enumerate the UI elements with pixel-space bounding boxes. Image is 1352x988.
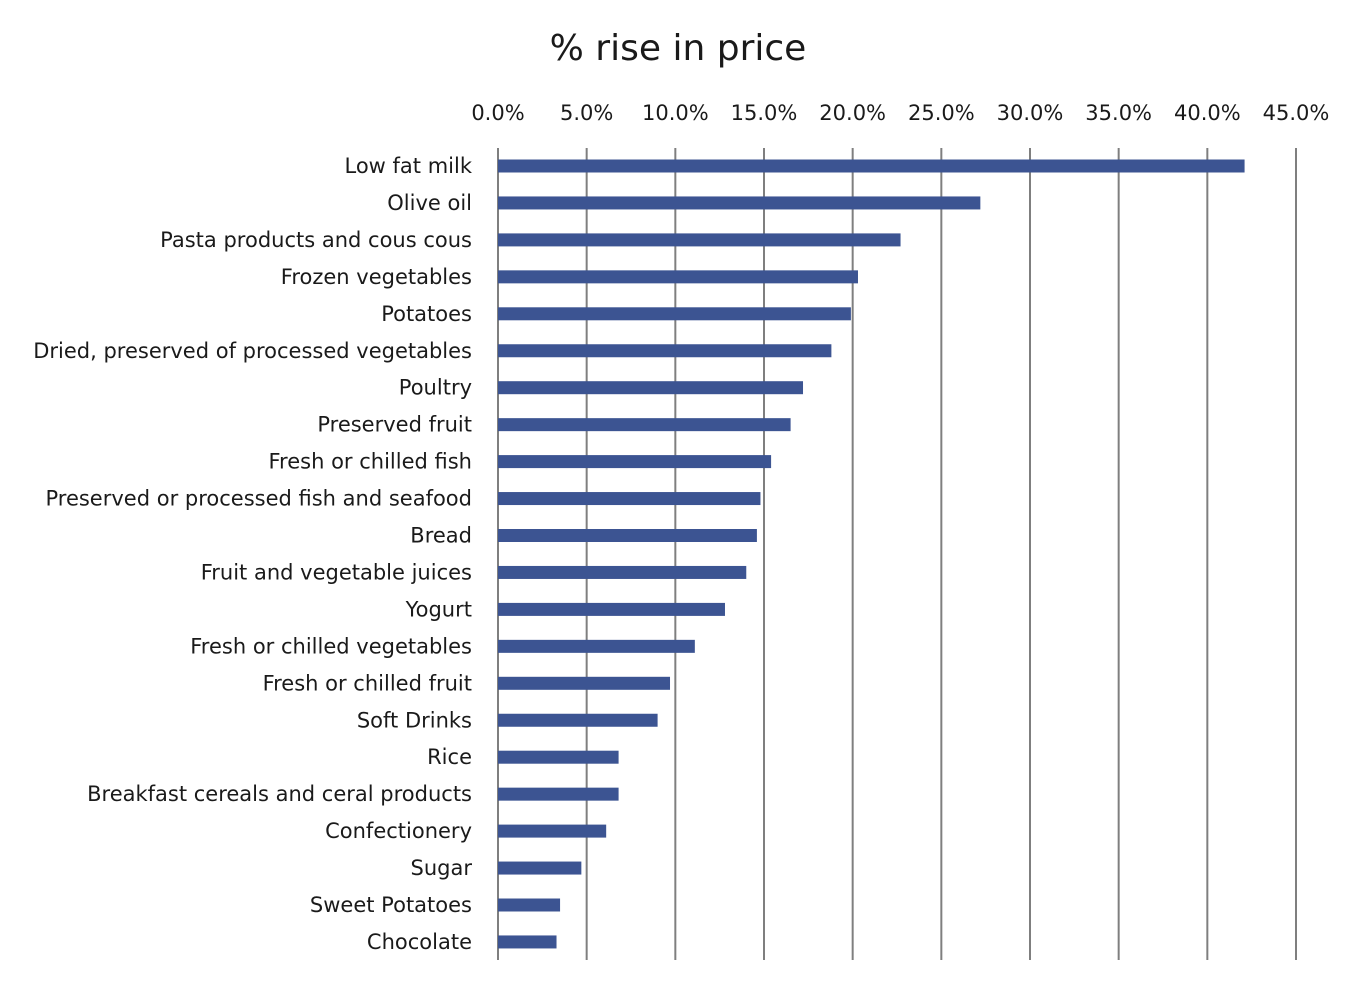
bars xyxy=(498,159,1245,949)
category-label: Potatoes xyxy=(381,302,472,326)
bar xyxy=(498,861,582,875)
bar xyxy=(498,898,561,912)
category-label: Sweet Potatoes xyxy=(310,893,472,917)
bar xyxy=(498,307,851,321)
bar xyxy=(498,381,804,395)
category-label: Chocolate xyxy=(367,930,472,954)
category-label: Confectionery xyxy=(325,819,472,843)
x-tick-label: 20.0% xyxy=(819,101,886,125)
bar xyxy=(498,455,772,469)
category-label: Low fat milk xyxy=(345,154,473,178)
bar xyxy=(498,639,695,653)
category-labels: Low fat milk Olive oil Pasta products and … xyxy=(33,154,473,954)
category-label: Bread xyxy=(410,524,472,548)
category-label: Rice xyxy=(427,745,472,769)
x-tick-label: 30.0% xyxy=(997,101,1064,125)
bar xyxy=(498,529,757,542)
bar xyxy=(498,344,832,358)
bar xyxy=(498,233,901,247)
bar xyxy=(498,196,981,210)
bar xyxy=(498,492,761,506)
bar xyxy=(498,418,791,432)
x-tick-label: 5.0% xyxy=(560,101,613,125)
category-label: Olive oil xyxy=(387,191,472,215)
x-axis-ticks: 0.0% 5.0% 10.0% 15.0% 20.0% 25.0% 30.0% 35.0% 40… xyxy=(471,101,1329,125)
category-label: Preserved or processed fish and seafood xyxy=(45,487,472,511)
category-label: Dried, preserved of processed vegetables xyxy=(33,339,472,363)
chart-title: % rise in price xyxy=(550,28,807,69)
bar xyxy=(498,824,607,838)
x-tick-label: 15.0% xyxy=(731,101,798,125)
category-label: Breakfast cereals and ceral products xyxy=(87,782,472,806)
bar xyxy=(498,565,747,579)
category-label: Frozen vegetables xyxy=(281,265,472,289)
gridlines xyxy=(497,148,1297,960)
category-label: Fresh or chilled vegetables xyxy=(190,634,472,658)
bar xyxy=(498,676,671,690)
category-label: Fresh or chilled fruit xyxy=(263,671,472,695)
category-label: Fresh or chilled fish xyxy=(269,450,473,474)
bar xyxy=(498,787,619,801)
bar xyxy=(498,750,619,764)
bar xyxy=(498,935,557,949)
x-tick-label: 35.0% xyxy=(1085,101,1152,125)
bar xyxy=(498,713,658,727)
x-tick-label: 25.0% xyxy=(908,101,975,125)
category-label: Poultry xyxy=(399,376,472,400)
bar xyxy=(498,602,725,616)
x-tick-label: 0.0% xyxy=(471,101,524,125)
x-tick-label: 45.0% xyxy=(1263,101,1330,125)
bar xyxy=(498,270,858,284)
category-label: Sugar xyxy=(411,856,473,880)
category-label: Preserved fruit xyxy=(317,413,472,437)
x-tick-label: 10.0% xyxy=(642,101,709,125)
category-label: Soft Drinks xyxy=(357,708,472,732)
x-tick-label: 40.0% xyxy=(1174,101,1241,125)
category-label: Pasta products and cous cous xyxy=(160,228,472,252)
bar xyxy=(498,159,1245,173)
category-label: Fruit and vegetable juices xyxy=(201,560,472,584)
category-label: Yogurt xyxy=(405,597,472,621)
